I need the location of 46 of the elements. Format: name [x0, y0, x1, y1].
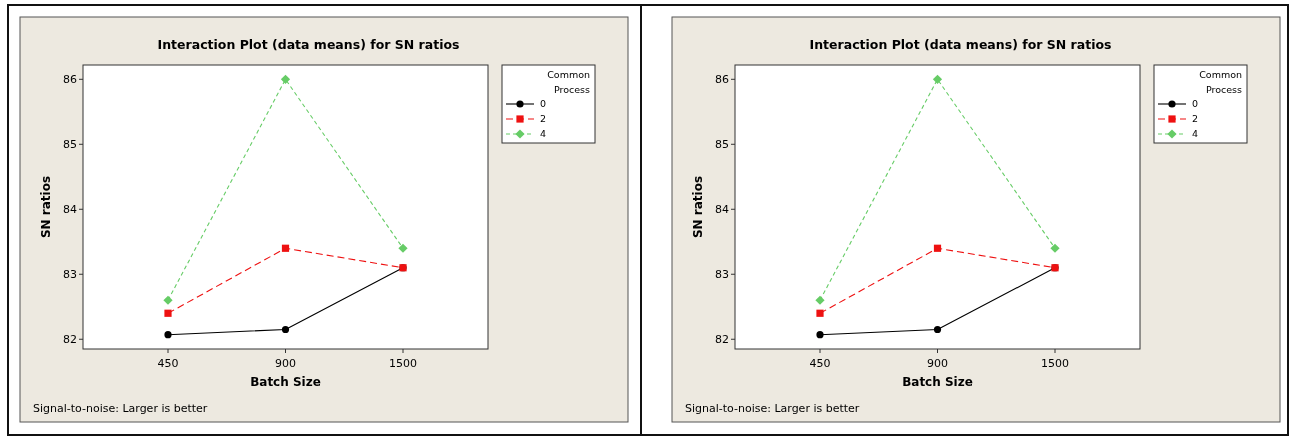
x-tick-label: 1500	[389, 357, 417, 370]
y-tick-label: 84	[715, 203, 729, 217]
point	[164, 331, 172, 339]
y-axis-title: SN ratios	[691, 175, 705, 239]
legend-title: Common Process	[547, 69, 591, 95]
legend-label: 2	[1192, 113, 1199, 125]
x-axis-title: Batch Size	[902, 375, 973, 389]
chart-title: Interaction Plot (data means) for SN ratios	[157, 37, 460, 52]
text: Signal-to-noise: Larger is better	[33, 402, 208, 415]
point	[164, 309, 172, 317]
y-tick-label: 85	[63, 138, 77, 152]
point	[933, 325, 942, 334]
point	[932, 74, 943, 84]
legend-label: 4	[1192, 128, 1199, 140]
y-tick-label: 83	[63, 268, 77, 282]
y-tick-label: 86	[715, 73, 729, 87]
x-tick-label: 900	[927, 357, 948, 370]
y-tick-label: 86	[63, 73, 77, 87]
y-axis-title: SN ratios	[39, 175, 53, 239]
text: Signal-to-noise: Larger is better	[685, 402, 860, 415]
x-tick-label: 900	[275, 357, 296, 370]
y-tick-label: 84	[63, 203, 77, 217]
legend-title: Common Process	[1199, 69, 1243, 95]
x-tick-label: 450	[157, 357, 179, 370]
y-tick-label: 82	[715, 333, 729, 347]
point	[816, 331, 824, 339]
legend-label: 4	[540, 128, 547, 140]
point	[933, 244, 942, 252]
y-tick-label: 83	[715, 268, 729, 282]
chart-title: Interaction Plot (data means) for SN ratios	[809, 37, 1112, 52]
point	[163, 295, 173, 305]
legend-label: 0	[1192, 98, 1199, 110]
point	[280, 74, 291, 84]
x-tick-label: 450	[809, 357, 831, 370]
point	[816, 309, 824, 317]
point	[815, 295, 825, 305]
y-tick-label: 85	[715, 138, 729, 152]
x-axis-title: Batch Size	[250, 375, 321, 389]
point	[1050, 243, 1060, 253]
point	[398, 243, 408, 253]
legend-label: 2	[540, 113, 547, 125]
legend-label: 0	[540, 98, 547, 110]
x-tick-label: 1500	[1041, 357, 1069, 370]
y-tick-label: 82	[63, 333, 77, 347]
point	[281, 325, 290, 334]
point	[281, 244, 290, 252]
